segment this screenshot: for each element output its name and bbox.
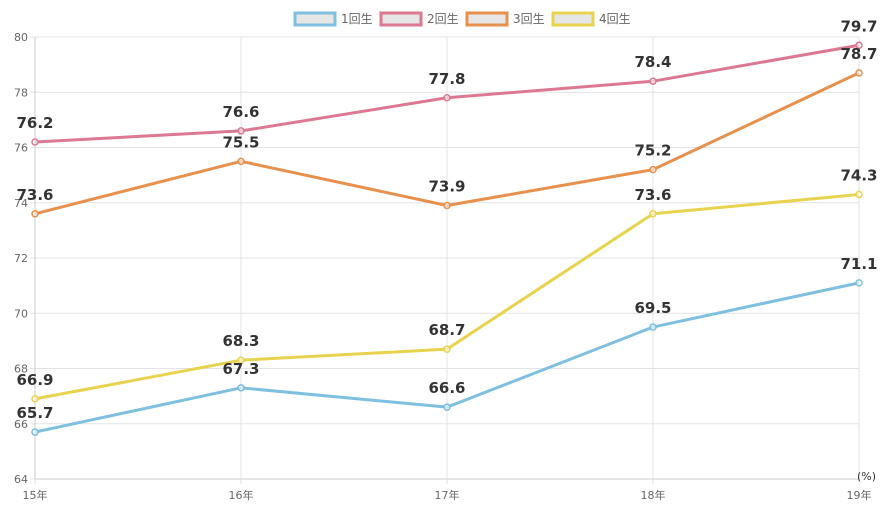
data-point[interactable] xyxy=(237,127,245,135)
data-label: 78.7 xyxy=(840,45,877,63)
legend-item-4[interactable]: 4回生 xyxy=(551,11,631,27)
y-tick-label: 68 xyxy=(14,363,28,376)
data-point[interactable] xyxy=(31,428,39,436)
x-tick-label: 16年 xyxy=(229,488,254,502)
data-label: 75.2 xyxy=(634,142,671,160)
data-point[interactable] xyxy=(855,279,863,287)
grid xyxy=(30,36,860,484)
data-label: 65.7 xyxy=(16,404,53,422)
y-tick-label: 70 xyxy=(14,307,28,320)
data-point[interactable] xyxy=(649,77,657,85)
data-label: 75.5 xyxy=(222,133,259,151)
y-tick-label: 80 xyxy=(14,31,28,44)
series-lines xyxy=(31,41,863,436)
legend-swatch xyxy=(551,11,595,27)
data-point[interactable] xyxy=(443,94,451,102)
data-point[interactable] xyxy=(237,157,245,166)
unit-label: (%) xyxy=(857,470,876,483)
x-tick-label: 19年 xyxy=(847,488,872,502)
legend-item-1[interactable]: 1回生 xyxy=(293,11,373,27)
x-tick-label: 15年 xyxy=(23,488,48,502)
data-point[interactable] xyxy=(31,138,39,146)
data-label: 77.8 xyxy=(428,70,465,88)
data-label: 79.7 xyxy=(840,17,877,35)
data-label: 68.7 xyxy=(428,321,465,339)
y-tick-label: 76 xyxy=(14,142,28,155)
data-label: 73.9 xyxy=(428,178,465,196)
data-label: 68.3 xyxy=(222,332,259,350)
data-point[interactable] xyxy=(31,210,39,218)
legend-label: 4回生 xyxy=(599,12,631,26)
y-axis: 64 66 68 70 72 74 76 78 80 xyxy=(14,31,36,486)
y-tick-label: 78 xyxy=(14,86,28,99)
data-point[interactable] xyxy=(237,356,245,364)
data-label: 74.3 xyxy=(840,166,877,184)
data-point[interactable] xyxy=(237,384,245,392)
data-point[interactable] xyxy=(443,345,451,353)
data-label: 73.6 xyxy=(634,186,671,204)
y-tick-label: 74 xyxy=(14,197,28,210)
y-tick-label: 72 xyxy=(14,252,28,265)
data-point[interactable] xyxy=(649,210,657,218)
data-label: 69.5 xyxy=(634,299,671,317)
data-label: 76.2 xyxy=(16,114,53,132)
data-labels: 65.7 67.3 66.6 69.5 71.1 76.2 76.6 77.8 78.4 79.7… xyxy=(16,17,877,422)
data-point[interactable] xyxy=(649,165,657,174)
data-label: 66.9 xyxy=(16,371,53,389)
y-tick-label: 64 xyxy=(14,473,28,486)
data-point[interactable] xyxy=(649,323,657,331)
data-label: 73.6 xyxy=(16,186,53,204)
data-point[interactable] xyxy=(31,395,39,403)
data-label: 67.3 xyxy=(222,360,259,378)
data-label: 76.6 xyxy=(222,103,259,121)
legend-label: 3回生 xyxy=(513,12,545,26)
x-axis: 15年 16年 17年 18年 19年 xyxy=(23,478,872,502)
data-label: 78.4 xyxy=(634,53,671,71)
legend: 1回生 2回生 3回生 4回生 xyxy=(293,11,631,27)
data-point[interactable] xyxy=(855,41,863,50)
legend-swatch xyxy=(465,11,509,27)
data-point[interactable] xyxy=(443,403,451,411)
legend-item-3[interactable]: 3回生 xyxy=(465,11,545,27)
x-tick-label: 17年 xyxy=(435,488,460,502)
x-tick-label: 18年 xyxy=(641,488,666,502)
legend-label: 1回生 xyxy=(341,12,373,26)
data-point[interactable] xyxy=(855,69,863,77)
legend-item-2[interactable]: 2回生 xyxy=(379,11,459,27)
legend-swatch xyxy=(379,11,423,27)
data-label: 71.1 xyxy=(840,255,877,273)
data-point[interactable] xyxy=(443,201,451,210)
legend-swatch xyxy=(293,11,337,27)
y-tick-label: 66 xyxy=(14,418,28,431)
data-point[interactable] xyxy=(855,190,863,199)
data-label: 66.6 xyxy=(428,379,465,397)
legend-label: 2回生 xyxy=(427,12,459,26)
